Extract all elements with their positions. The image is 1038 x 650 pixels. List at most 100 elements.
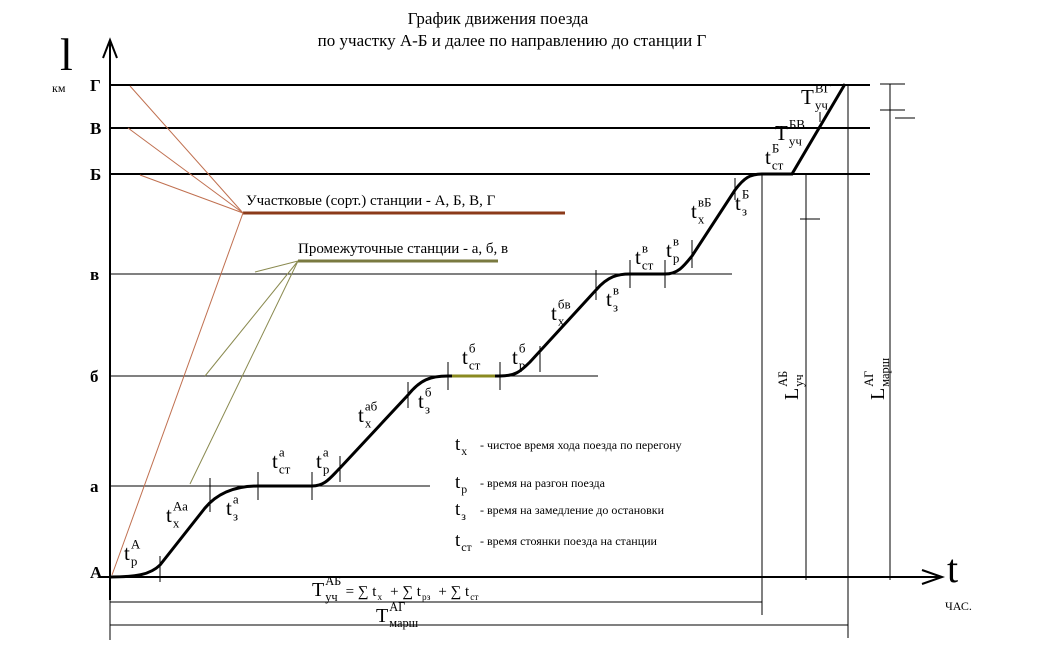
time-label-symbol: t [691,199,697,223]
y-axis-symbol: l [60,29,73,80]
section-length-symbol: L [781,388,803,400]
station-label: Г [90,76,101,95]
formula-symbol: T [312,579,324,601]
time-label-symbol: t [226,496,232,520]
definition-symbol: t [455,434,461,455]
time-label-subscript: з [613,299,618,314]
definition-text: - чистое время хода поезда по перегону [480,438,682,452]
time-label-superscript: в [673,233,679,248]
formula-part-symbol: + ∑ t [438,584,470,600]
route-time-subscript: марш [389,616,418,630]
time-label-subscript: уч [815,97,829,112]
time-label-subscript: з [742,203,747,218]
definition-symbol: t [455,499,461,520]
time-label-symbol: T [801,85,814,109]
time-label-symbol: t [124,541,130,565]
time-label-symbol: t [635,245,641,269]
time-label-superscript: а [323,444,329,459]
time-label-symbol: t [765,145,771,169]
station-label: в [90,265,99,284]
time-label-subscript: з [233,508,238,523]
time-label-subscript: х [365,415,372,430]
station-label: Б [90,165,101,184]
time-label-superscript: Аа [173,498,188,513]
time-label-symbol: t [316,449,322,473]
time-label-symbol: t [666,238,672,262]
dimension-lines [109,83,915,640]
time-label-superscript: БВ [789,116,805,131]
route-time-symbol: T [376,605,388,627]
route-time-superscript: АГ [389,600,405,614]
legend-label: Участковые (сорт.) станции - А, Б, В, Г [246,193,496,209]
time-label-superscript: Б [772,140,779,155]
time-label-subscript: ст [279,461,291,476]
time-label-superscript: ВГ [815,80,832,95]
time-label-symbol: t [462,345,468,369]
definition-symbol: t [455,472,461,493]
legend-pointers [111,85,565,576]
time-label-superscript: вБ [698,194,712,209]
legend-label: Промежуточные станции - а, б, в [298,241,508,257]
station-label: В [90,119,101,138]
formula-part-symbol: = ∑ t [346,584,378,600]
time-label-superscript: б [519,340,526,355]
time-label-subscript: уч [789,133,803,148]
time-label-superscript: в [613,282,619,297]
time-label-subscript: ст [469,357,481,372]
time-label-subscript: з [425,401,430,416]
phase-ticks [159,112,821,582]
y-axis-unit: км [52,81,66,95]
formula-part-symbol: + ∑ t [390,584,422,600]
title: График движения поезда [408,9,589,28]
definition-text: - время на замедление до остановки [480,503,665,517]
station-label: б [90,367,99,386]
definition-text: - время стоянки поезда на станции [480,534,658,548]
time-label-subscript: р [131,553,138,568]
station-lines [110,84,870,487]
definition-symbol: t [455,530,461,551]
definition-subscript: ст [461,541,471,554]
definition-text: - время на разгон поезда [480,476,606,490]
x-axis-unit: ЧАС. [945,599,972,613]
time-label-symbol: t [166,503,172,527]
time-label-subscript: ст [772,157,784,172]
formula-superscript: АБ [325,574,341,588]
formula-subscript: уч [325,590,337,604]
time-label-symbol: t [551,301,557,325]
axes [100,37,946,600]
time-label-subscript: р [519,357,526,372]
time-label-subscript: ст [642,257,654,272]
time-label-symbol: t [272,449,278,473]
x-axis-symbol: t [947,546,958,591]
time-label-subscript: х [173,515,180,530]
time-label-superscript: А [131,536,141,551]
formula-part-subscript: х [377,593,382,603]
definition-subscript: з [461,510,466,523]
time-label-subscript: х [558,313,565,328]
time-label-subscript: р [673,250,680,265]
route-length-subscript: марш [878,357,892,386]
time-label-superscript: а [233,491,239,506]
station-label: а [90,477,99,496]
time-label-symbol: t [606,287,612,311]
time-label-superscript: в [642,240,648,255]
time-label-symbol: T [775,121,788,145]
time-label-symbol: t [735,191,741,215]
time-label-subscript: р [323,461,330,476]
route-length-superscript: АГ [862,371,876,387]
time-label-superscript: а [279,444,285,459]
time-label-superscript: б [469,340,476,355]
time-label-symbol: t [512,345,518,369]
time-label-superscript: Б [742,186,749,201]
time-label-symbol: t [418,389,424,413]
definition-subscript: х [461,445,467,458]
formula-part-subscript: рз [422,593,431,603]
title: по участку А-Б и далее по направлению до… [318,31,707,50]
time-label-superscript: бв [558,296,571,311]
formula-part-subscript: ст [470,593,478,603]
station-label: А [90,563,103,582]
